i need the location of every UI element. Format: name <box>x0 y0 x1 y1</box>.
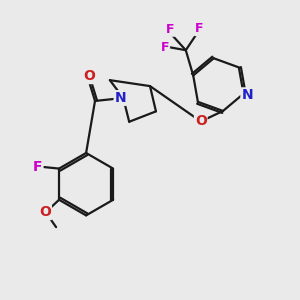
Text: F: F <box>166 23 175 36</box>
Text: N: N <box>241 88 253 102</box>
Text: O: O <box>39 205 51 219</box>
Text: F: F <box>195 22 203 35</box>
Text: N: N <box>115 91 126 105</box>
Text: F: F <box>161 41 169 54</box>
Text: F: F <box>33 160 42 174</box>
Text: O: O <box>83 69 95 83</box>
Text: O: O <box>195 114 207 128</box>
